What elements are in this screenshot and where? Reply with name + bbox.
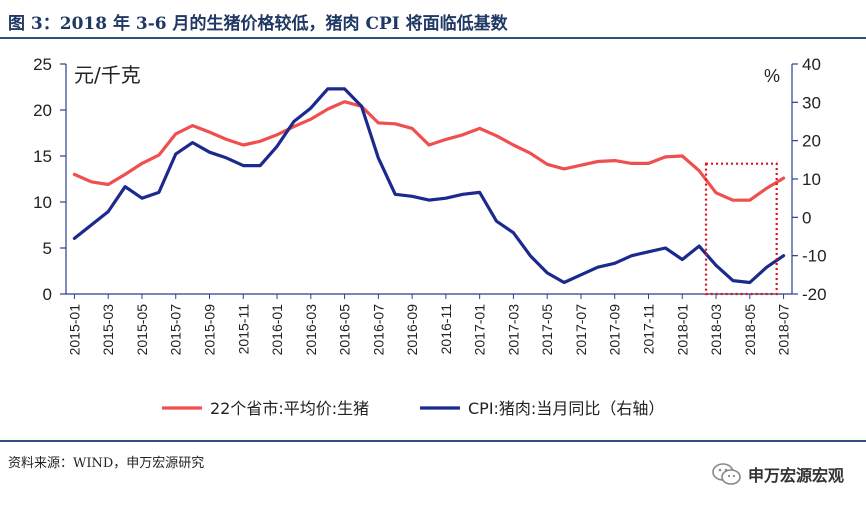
x-tick-label: 2018-07 xyxy=(776,304,792,356)
x-tick-label: 2018-03 xyxy=(708,304,724,356)
right-tick-label: -20 xyxy=(802,285,827,304)
series-line-2 xyxy=(72,87,786,285)
title-divider xyxy=(0,37,866,39)
left-tick-label: 10 xyxy=(33,193,52,212)
left-tick-label: 20 xyxy=(33,101,52,120)
legend-label-1: 22个省市:平均价:生猪 xyxy=(210,399,369,418)
series-line-1 xyxy=(72,100,786,202)
x-tick-label: 2016-07 xyxy=(370,304,386,356)
chart-canvas: 0 5 10 15 20 25 -20 -10 0 10 20 30 40 元/千克 % 2015-01 201… xyxy=(33,55,827,418)
x-tick-label: 2015-11 xyxy=(235,304,251,355)
x-tick-label: 2017-05 xyxy=(539,304,555,356)
right-tick-label: 10 xyxy=(802,170,821,189)
left-unit-label: 元/千克 xyxy=(74,63,141,87)
x-tick-label: 2016-03 xyxy=(303,304,319,356)
wechat-icon xyxy=(712,463,741,485)
x-tick-label: 2015-09 xyxy=(202,304,218,356)
x-tick-label: 2018-01 xyxy=(674,304,690,356)
left-tick-label: 25 xyxy=(33,55,52,74)
x-tick-label: 2016-11 xyxy=(438,304,454,355)
source-note: 资料来源：WIND，申万宏源研究 xyxy=(8,456,205,471)
x-tick-label: 2016-01 xyxy=(269,304,285,356)
x-tick-label: 2017-07 xyxy=(573,304,589,356)
title-bar: 图 3：2018 年 3-6 月的生猪价格较低，猪肉 CPI 将面临低基数 xyxy=(0,0,866,40)
x-tick-label: 2015-05 xyxy=(134,304,150,356)
brand-name: 申万宏源宏观 xyxy=(747,466,844,485)
x-tick-label: 2017-11 xyxy=(640,304,656,355)
x-tick-label: 2016-09 xyxy=(404,304,420,356)
right-tick-label: 0 xyxy=(802,208,811,227)
x-tick-label: 2017-03 xyxy=(505,304,521,356)
x-tick-label: 2015-03 xyxy=(100,304,116,356)
right-tick-label: -10 xyxy=(802,247,827,266)
x-tick-label: 2016-05 xyxy=(337,304,353,356)
chart-title: 图 3：2018 年 3-6 月的生猪价格较低，猪肉 CPI 将面临低基数 xyxy=(8,14,508,34)
right-tick-label: 40 xyxy=(802,55,821,74)
right-unit-label: % xyxy=(764,66,780,86)
left-tick-label: 15 xyxy=(33,147,52,166)
right-tick-label: 30 xyxy=(802,93,821,112)
x-tick-label: 2015-07 xyxy=(168,304,184,356)
x-tick-label: 2017-01 xyxy=(472,304,488,356)
brand: 申万宏源宏观 xyxy=(712,462,844,486)
left-tick-label: 0 xyxy=(43,285,52,304)
legend-label-2: CPI:猪肉:当月同比（右轴） xyxy=(468,399,664,418)
x-tick-label: 2018-05 xyxy=(742,304,758,356)
x-tick-label: 2017-09 xyxy=(607,304,623,356)
highlight-box xyxy=(704,162,778,296)
x-tick-label: 2015-01 xyxy=(66,304,82,356)
left-tick-label: 5 xyxy=(43,239,52,258)
footer-divider xyxy=(0,440,866,442)
right-tick-label: 20 xyxy=(802,132,821,151)
